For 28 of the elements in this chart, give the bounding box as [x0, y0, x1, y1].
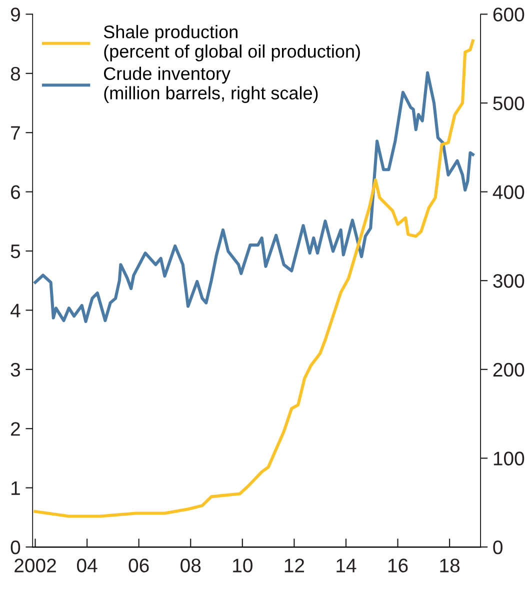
y-tick-label: 1: [12, 481, 20, 495]
y-tick-label: 3: [10, 362, 20, 377]
y2-tick-label: 400: [492, 185, 524, 200]
x-tick-label: 14: [336, 558, 356, 572]
y2-tick-label: 100: [494, 452, 524, 466]
y-tick-label: 7: [11, 126, 20, 140]
x-tick-label: 08: [180, 558, 201, 572]
y-tick-label: 5: [10, 244, 20, 258]
legend-label: Shale production (percent of global oil production): [104, 25, 360, 62]
x-tick-label: 10: [233, 558, 252, 572]
y-tick-label: 2: [11, 422, 20, 436]
legend-label: Crude inventory (million barrels, right scale): [104, 66, 318, 104]
y-tick-label: 9: [10, 8, 20, 22]
x-tick-label: 18: [440, 558, 460, 572]
y-tick-label: 4: [10, 304, 20, 318]
y-tick-label: 8: [10, 66, 20, 81]
y2-tick-label: 600: [493, 8, 524, 22]
y2-tick-label: 200: [493, 362, 524, 377]
y-tick-label: 0: [10, 540, 20, 554]
x-tick-label: 06: [128, 558, 149, 572]
x-tick-label: 12: [284, 558, 304, 572]
y2-tick-label: 500: [493, 96, 524, 110]
x-tick-label: 04: [76, 558, 98, 572]
x-tick-label: 2002: [14, 558, 56, 572]
x-tick-label: 16: [388, 558, 408, 572]
y2-tick-label: 0: [493, 540, 502, 554]
y-tick-label: 6: [11, 185, 20, 200]
y2-tick-label: 300: [493, 274, 524, 288]
